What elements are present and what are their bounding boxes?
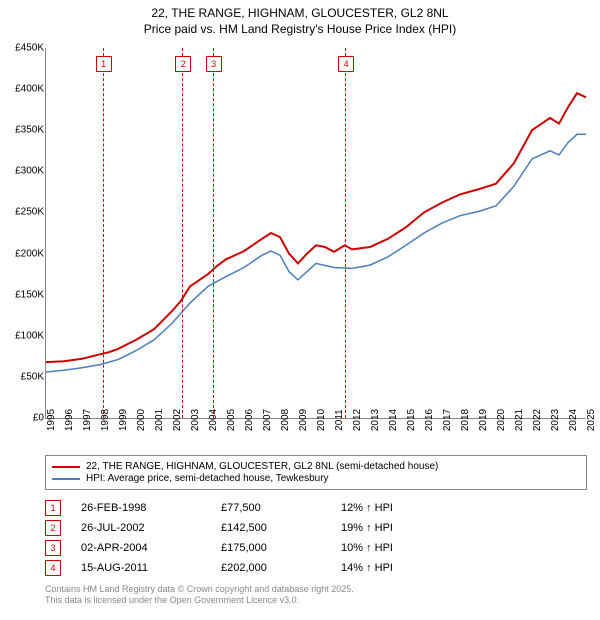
footer-line-2: This data is licensed under the Open Gov… [45,595,354,606]
title-line-1: 22, THE RANGE, HIGHNAM, GLOUCESTER, GL2 … [0,6,600,22]
x-axis-label: 2016 [424,409,435,431]
x-axis-label: 2005 [226,409,237,431]
table-row: 3 02-APR-2004£175,00010% ↑ HPI [45,538,585,558]
x-axis-label: 2018 [460,409,471,431]
sale-marker-line [213,48,214,418]
row-date: 26-JUL-2002 [81,522,221,534]
row-hpi: 14% ↑ HPI [341,562,461,574]
row-marker: 1 [45,500,61,516]
x-axis-label: 2022 [532,409,543,431]
x-axis-label: 2023 [550,409,561,431]
y-axis-label: £250K [15,207,44,218]
row-marker: 2 [45,520,61,536]
series-hpi [46,134,586,372]
footer-line-1: Contains HM Land Registry data © Crown c… [45,584,354,595]
x-axis-label: 2001 [154,409,165,431]
x-axis-label: 2025 [586,409,597,431]
x-axis-label: 2008 [280,409,291,431]
x-axis-label: 2003 [190,409,201,431]
x-axis-label: 1999 [118,409,129,431]
footer: Contains HM Land Registry data © Crown c… [45,584,354,607]
row-price: £142,500 [221,522,341,534]
sale-marker-line [182,48,183,418]
chart-svg [46,48,586,418]
x-axis-label: 2014 [388,409,399,431]
x-axis-label: 2013 [370,409,381,431]
row-hpi: 19% ↑ HPI [341,522,461,534]
row-hpi: 12% ↑ HPI [341,502,461,514]
y-axis-label: £50K [21,371,44,382]
sale-marker-label: 4 [338,56,354,72]
legend-item: HPI: Average price, semi-detached house,… [52,473,580,484]
row-date: 15-AUG-2011 [81,562,221,574]
legend-label: 22, THE RANGE, HIGHNAM, GLOUCESTER, GL2 … [86,461,438,472]
sale-marker-label: 2 [175,56,191,72]
x-axis-label: 2011 [334,409,345,431]
x-axis-label: 2000 [136,409,147,431]
y-axis-label: £400K [15,84,44,95]
sales-table: 1 26-FEB-1998£77,50012% ↑ HPI 2 26-JUL-2002… [45,498,585,578]
y-axis-label: £100K [15,330,44,341]
x-axis-label: 2024 [568,409,579,431]
legend-swatch [52,466,80,468]
y-axis-label: £0 [33,413,44,424]
row-marker: 3 [45,540,61,556]
series-price_paid [46,93,586,362]
row-date: 26-FEB-1998 [81,502,221,514]
row-price: £202,000 [221,562,341,574]
x-axis-label: 2019 [478,409,489,431]
y-axis-label: £150K [15,289,44,300]
x-axis-label: 1995 [46,409,57,431]
x-axis-label: 2015 [406,409,417,431]
table-row: 4 15-AUG-2011£202,00014% ↑ HPI [45,558,585,578]
chart-container: 22, THE RANGE, HIGHNAM, GLOUCESTER, GL2 … [0,0,600,620]
row-marker: 4 [45,560,61,576]
title-line-2: Price paid vs. HM Land Registry's House … [0,22,600,38]
row-date: 02-APR-2004 [81,542,221,554]
sale-marker-label: 1 [96,56,112,72]
x-axis-label: 2020 [496,409,507,431]
chart-plot-area: £0£50K£100K£150K£200K£250K£300K£350K£400… [45,48,586,419]
x-axis-label: 2009 [298,409,309,431]
table-row: 2 26-JUL-2002£142,50019% ↑ HPI [45,518,585,538]
y-axis-label: £300K [15,166,44,177]
sale-marker-label: 3 [206,56,222,72]
y-axis-label: £200K [15,248,44,259]
row-hpi: 10% ↑ HPI [341,542,461,554]
legend-label: HPI: Average price, semi-detached house,… [86,473,329,484]
x-axis-label: 2007 [262,409,273,431]
y-axis-label: £350K [15,125,44,136]
sale-marker-line [345,48,346,418]
legend-swatch [52,478,80,480]
row-price: £77,500 [221,502,341,514]
x-axis-label: 2010 [316,409,327,431]
row-price: £175,000 [221,542,341,554]
legend: 22, THE RANGE, HIGHNAM, GLOUCESTER, GL2 … [45,455,587,490]
x-axis-label: 2021 [514,409,525,431]
y-axis-label: £450K [15,43,44,54]
x-axis-label: 2012 [352,409,363,431]
x-axis-label: 1997 [82,409,93,431]
x-axis-label: 1998 [100,409,111,431]
sale-marker-line [103,48,104,418]
x-axis-label: 2006 [244,409,255,431]
title-block: 22, THE RANGE, HIGHNAM, GLOUCESTER, GL2 … [0,0,600,37]
legend-item: 22, THE RANGE, HIGHNAM, GLOUCESTER, GL2 … [52,461,580,472]
table-row: 1 26-FEB-1998£77,50012% ↑ HPI [45,498,585,518]
x-axis-label: 1996 [64,409,75,431]
x-axis-label: 2017 [442,409,453,431]
